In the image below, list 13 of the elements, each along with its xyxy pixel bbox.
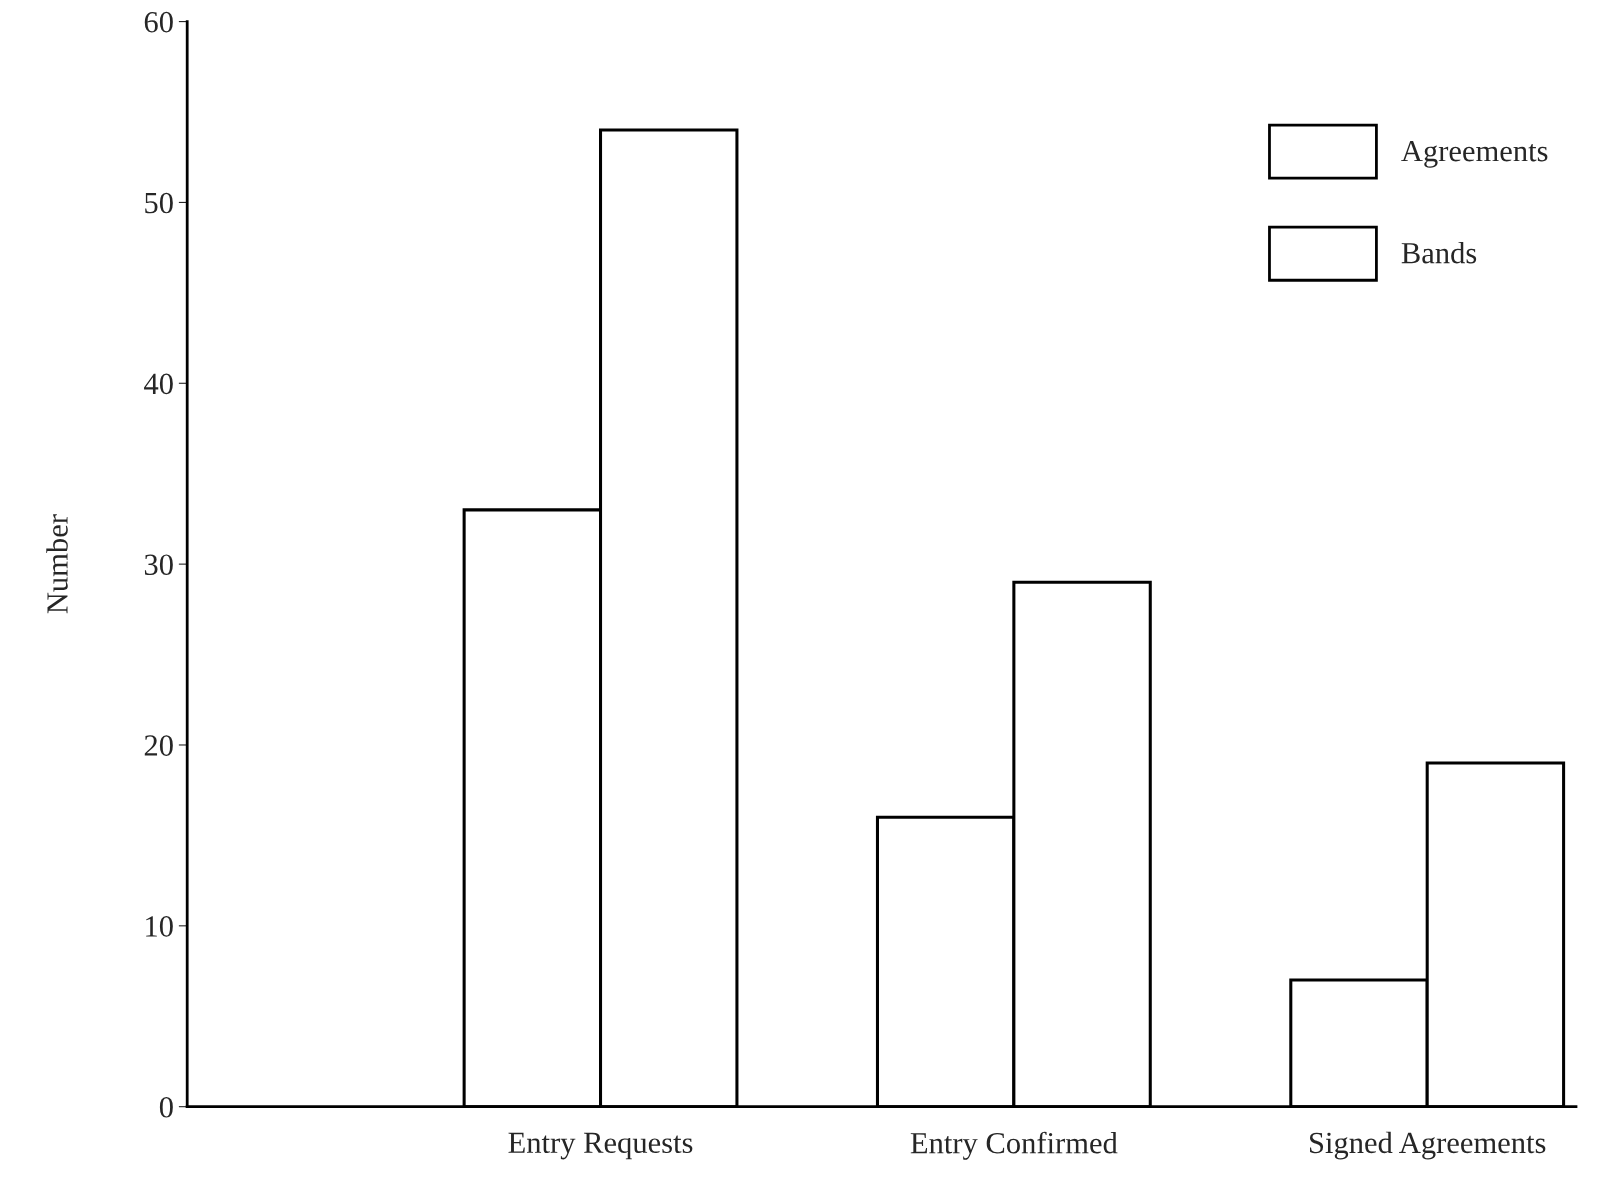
y-tick-label: 10 [146, 916, 173, 937]
x-tick-label: Entry Confirmed [910, 1131, 1118, 1160]
y-tick-label: 20 [144, 735, 173, 756]
legend-label: Agreements [1401, 140, 1548, 168]
y-tick-label: 30 [144, 554, 173, 576]
y-tick-label: 40 [144, 373, 173, 395]
y-tick-label: 60 [144, 11, 173, 33]
legend-label: Bands [1401, 241, 1477, 264]
y-tick-label: 50 [145, 192, 173, 214]
y-tick-label: 0 [159, 1096, 173, 1118]
y-axis-title: Number [46, 514, 68, 614]
x-tick-label: Signed Agreements [1310, 1131, 1546, 1160]
x-tick-label: Entry Requests [508, 1132, 693, 1160]
